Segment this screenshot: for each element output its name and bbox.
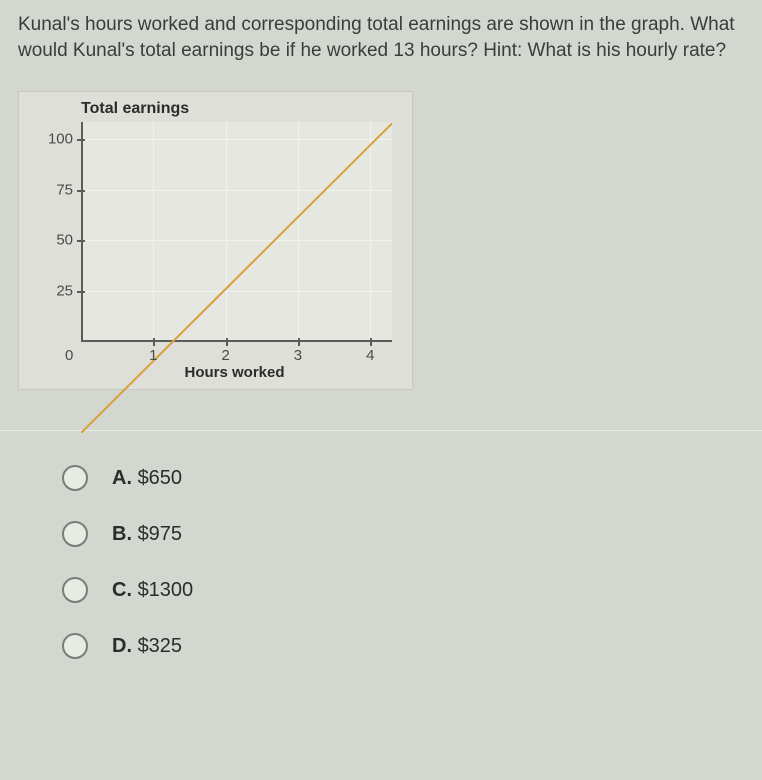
answer-value: $1300 — [138, 579, 194, 601]
answer-option-c[interactable]: C. $1300 — [62, 577, 762, 603]
radio-button[interactable] — [62, 633, 88, 659]
answer-letter: B. — [112, 523, 138, 545]
x-tick-mark — [226, 338, 228, 346]
gridline-v — [226, 122, 227, 342]
answer-label: A. $650 — [112, 467, 182, 490]
answer-list: A. $650 B. $975 C. $1300 D. $325 — [0, 431, 762, 659]
question-text: Kunal's hours worked and corresponding t… — [0, 0, 762, 73]
answer-letter: A. — [112, 467, 138, 489]
radio-button[interactable] — [62, 465, 88, 491]
x-tick-label: 1 — [149, 347, 157, 364]
answer-value: $325 — [138, 635, 183, 657]
y-tick-label: 75 — [33, 181, 73, 198]
gridline-v — [153, 122, 154, 342]
radio-button[interactable] — [62, 521, 88, 547]
radio-button[interactable] — [62, 577, 88, 603]
y-tick-mark — [77, 139, 85, 141]
x-tick-label: 2 — [221, 347, 229, 364]
answer-letter: D. — [112, 635, 138, 657]
x-tick-mark — [153, 338, 155, 346]
y-tick-mark — [77, 190, 85, 192]
y-tick-mark — [77, 291, 85, 293]
gridline-h — [81, 240, 392, 241]
x-tick-label: 4 — [366, 347, 374, 364]
answer-option-b[interactable]: B. $975 — [62, 521, 762, 547]
gridline-h — [81, 139, 392, 140]
gridline-h — [81, 291, 392, 292]
x-tick-label: 3 — [294, 347, 302, 364]
x-axis — [81, 340, 392, 342]
answer-letter: C. — [112, 579, 138, 601]
y-tick-label: 50 — [33, 232, 73, 249]
answer-label: C. $1300 — [112, 579, 193, 602]
answer-value: $650 — [138, 467, 183, 489]
x-axis-label: Hours worked — [67, 362, 402, 381]
answer-label: B. $975 — [112, 523, 182, 546]
y-tick-mark — [77, 240, 85, 242]
gridline-h — [81, 190, 392, 191]
gridline-v — [370, 122, 371, 342]
x-tick-mark — [370, 338, 372, 346]
gridline-v — [298, 122, 299, 342]
origin-label: 0 — [65, 347, 73, 364]
answer-option-d[interactable]: D. $325 — [62, 633, 762, 659]
answer-label: D. $325 — [112, 635, 182, 658]
answer-value: $975 — [138, 523, 183, 545]
y-axis — [81, 122, 83, 342]
chart-title: Total earnings — [23, 100, 402, 122]
chart-plot-area: 0 1234255075100 — [67, 122, 392, 362]
chart-container: Total earnings 0 1 2 3 4 25 50 75 100 Hours wor… — [18, 91, 413, 390]
y-tick-label: 25 — [33, 283, 73, 300]
x-tick-mark — [298, 338, 300, 346]
y-tick-label: 100 — [33, 130, 73, 147]
answer-option-a[interactable]: A. $650 — [62, 465, 762, 491]
